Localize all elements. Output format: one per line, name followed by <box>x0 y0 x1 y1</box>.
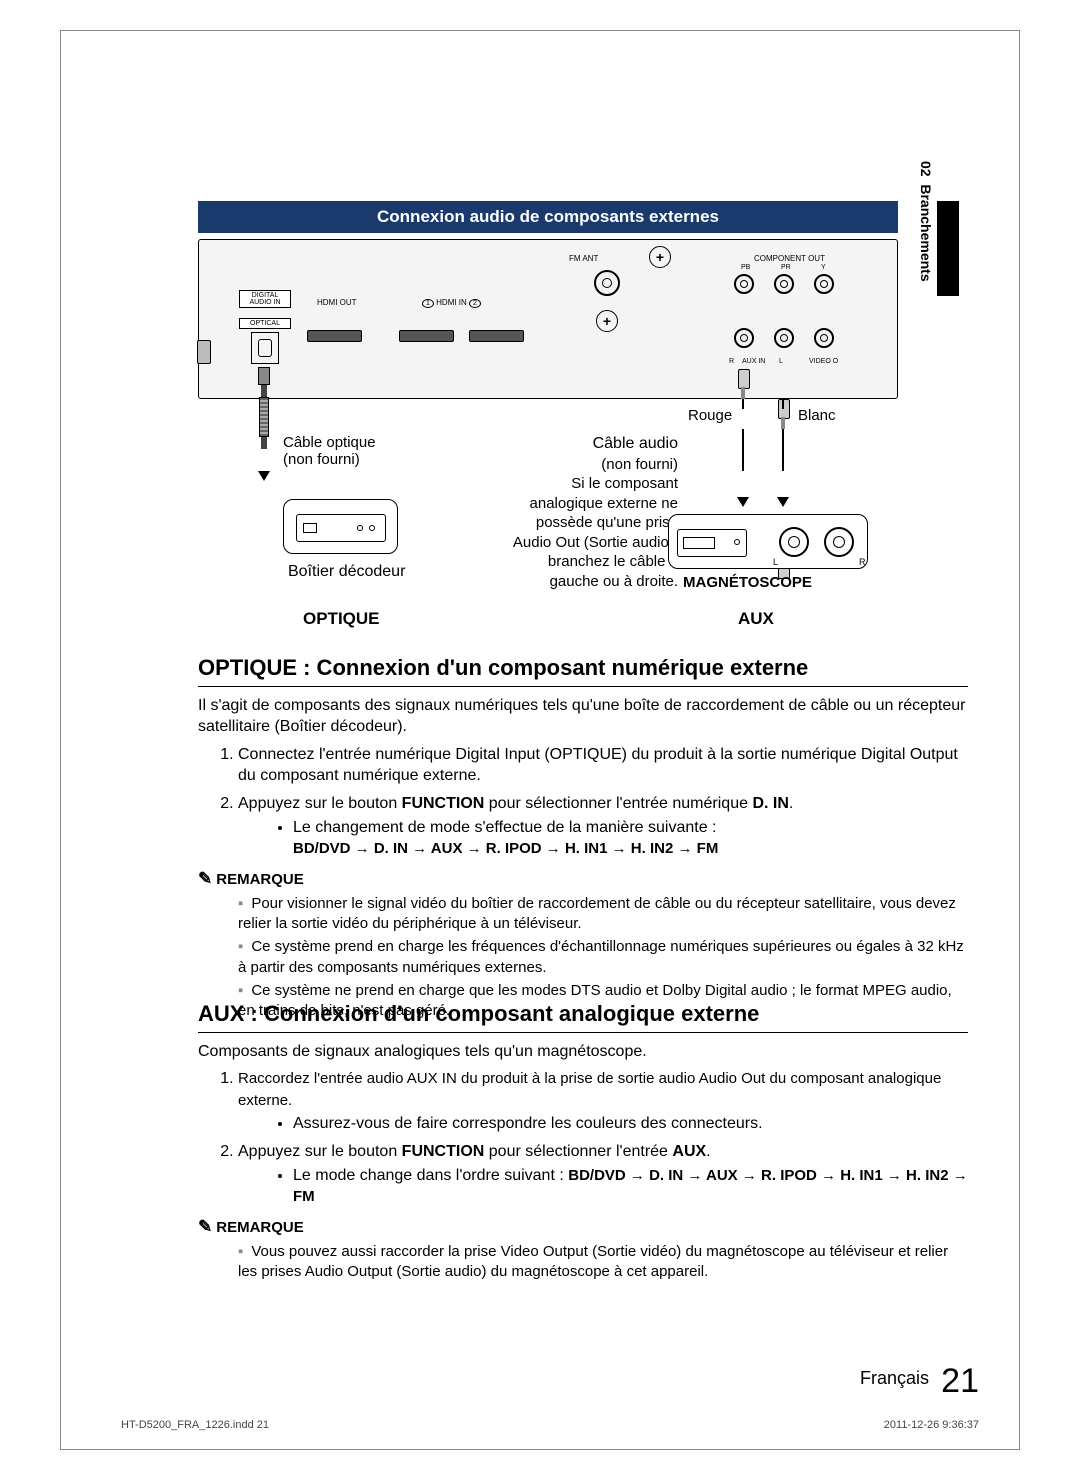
red-label: Rouge <box>688 407 732 424</box>
settop-panel <box>283 499 398 554</box>
hdmi-in-label: 1 HDMI IN 2 <box>422 298 481 307</box>
cable-audio-label: Câble audio <box>488 434 678 455</box>
video-o-sub: VIDEO O <box>809 358 838 365</box>
port-y <box>814 274 834 294</box>
arrow-optical <box>258 471 270 481</box>
ct2: analogique externe ne <box>488 494 678 514</box>
edge-connector <box>197 340 211 364</box>
not-supplied-left: (non fourni) <box>283 451 376 468</box>
footer-lang: Français <box>860 1368 929 1389</box>
fmant-label: FM ANT <box>569 254 598 263</box>
optique-intro: Il s'agit de composants des signaux numé… <box>198 695 968 738</box>
hdmi-out-label: HDMI OUT <box>317 298 357 307</box>
optique-title: OPTIQUE : Connexion d'un composant numér… <box>198 653 968 687</box>
note-icon: ✎ <box>198 869 212 888</box>
screw-icon: + <box>649 246 671 268</box>
note-icon-2: ✎ <box>198 1217 212 1236</box>
vcr-panel: L R <box>668 514 868 569</box>
pb-label: PB <box>741 264 750 271</box>
optique-step2: Appuyez sur le bouton FUNCTION pour séle… <box>238 793 968 860</box>
optique-note2: Ce système prend en charge les fréquence… <box>238 937 968 978</box>
not-supplied-center: (non fourni) <box>488 455 678 475</box>
aux-bullet2: Le mode change dans l'ordre suivant : BD… <box>293 1165 968 1208</box>
hdmi-out-port <box>307 330 362 342</box>
rear-panel: FM ANT + COMPONENT OUT PB PR Y DIGITALAU… <box>198 239 898 399</box>
optique-remark: ✎REMARQUE <box>198 868 968 891</box>
footer-file: HT-D5200_FRA_1226.indd 21 <box>121 1419 269 1431</box>
aux-content: AUX : Connexion d'un composant analogiqu… <box>198 991 968 1285</box>
rca-red-top <box>736 369 750 399</box>
black-margin-tab <box>937 201 959 296</box>
settop-label: Boîtier décodeur <box>288 563 405 581</box>
aux-r-sub: R <box>729 358 734 365</box>
aux-remark: ✎REMARQUE <box>198 1216 968 1239</box>
optique-sequence: BD/DVD → D. IN → AUX → R. IPOD → H. IN1 … <box>293 840 718 857</box>
connection-diagram: FM ANT + COMPONENT OUT PB PR Y DIGITALAU… <box>198 239 898 629</box>
aux-r <box>734 328 754 348</box>
ct6: gauche ou à droite. <box>488 572 678 592</box>
center-port <box>594 270 620 296</box>
pr-label: PR <box>781 264 791 271</box>
rca-jack-R <box>824 527 854 557</box>
aux-l <box>774 328 794 348</box>
ct1: Si le composant <box>488 474 678 494</box>
port-pr <box>774 274 794 294</box>
aux-section: AUX <box>738 609 774 629</box>
white-label: Blanc <box>798 407 836 424</box>
optique-note1: Pour visionner le signal vidéo du boîtie… <box>238 894 968 935</box>
aux-step2: Appuyez sur le bouton FUNCTION pour séle… <box>238 1141 968 1208</box>
arrow-red <box>737 497 749 507</box>
aux-bullet1: Assurez-vous de faire correspondre les c… <box>293 1113 968 1135</box>
optical-cable <box>256 367 272 462</box>
optical-cable-block: Câble optique (non fourni) <box>283 434 376 468</box>
ct3: possède qu'une prise <box>488 513 678 533</box>
digital-audio-in-label: DIGITALAUDIO IN <box>239 290 291 308</box>
footer-page: 21 <box>941 1362 979 1401</box>
optical-label: OPTICAL <box>239 318 291 329</box>
page-frame: 02 Branchements Connexion audio de compo… <box>60 30 1020 1450</box>
footer-date: 2011-12-26 9:36:37 <box>884 1419 979 1431</box>
hdmi-in1-port <box>399 330 454 342</box>
chapter-number: 02 <box>918 161 934 177</box>
aux-note1: Vous pouvez aussi raccorder la prise Vid… <box>238 1242 968 1283</box>
ct4: Audio Out (Sortie audio), <box>488 533 678 553</box>
chapter-title: Branchements <box>918 184 934 281</box>
vcr-label: MAGNÉTOSCOPE <box>683 574 812 591</box>
optical-port <box>251 332 279 364</box>
aux-intro: Composants de signaux analogiques tels q… <box>198 1041 968 1063</box>
component-out-label: COMPONENT OUT <box>754 254 825 263</box>
optique-content: OPTIQUE : Connexion d'un composant numér… <box>198 645 968 1024</box>
y-label: Y <box>821 264 826 271</box>
port-pb <box>734 274 754 294</box>
optique-step1: Connectez l'entrée numérique Digital Inp… <box>238 744 968 787</box>
section-header: Connexion audio de composants externes <box>198 201 898 233</box>
optique-section: OPTIQUE <box>303 609 380 629</box>
center-text: Câble audio (non fourni) Si le composant… <box>488 434 678 591</box>
aux-l-sub: L <box>779 358 783 365</box>
aux-title: AUX : Connexion d'un composant analogiqu… <box>198 999 968 1033</box>
ct5: branchez le câble à <box>488 552 678 572</box>
rca-jack-L <box>779 527 809 557</box>
video-out <box>814 328 834 348</box>
cable-optique-label: Câble optique <box>283 434 376 451</box>
aux-step1: Raccordez l'entrée audio AUX IN du produ… <box>238 1068 968 1135</box>
aux-in-sub: AUX IN <box>742 358 765 365</box>
hdmi-in2-port <box>469 330 524 342</box>
side-chapter: 02 Branchements <box>918 161 934 282</box>
arrow-white <box>777 497 789 507</box>
jack-L-label: L <box>773 557 778 567</box>
optique-bullet1: Le changement de mode s'effectue de la m… <box>293 817 968 860</box>
jack-R-label: R <box>859 557 866 567</box>
screw2-icon: + <box>596 310 618 332</box>
